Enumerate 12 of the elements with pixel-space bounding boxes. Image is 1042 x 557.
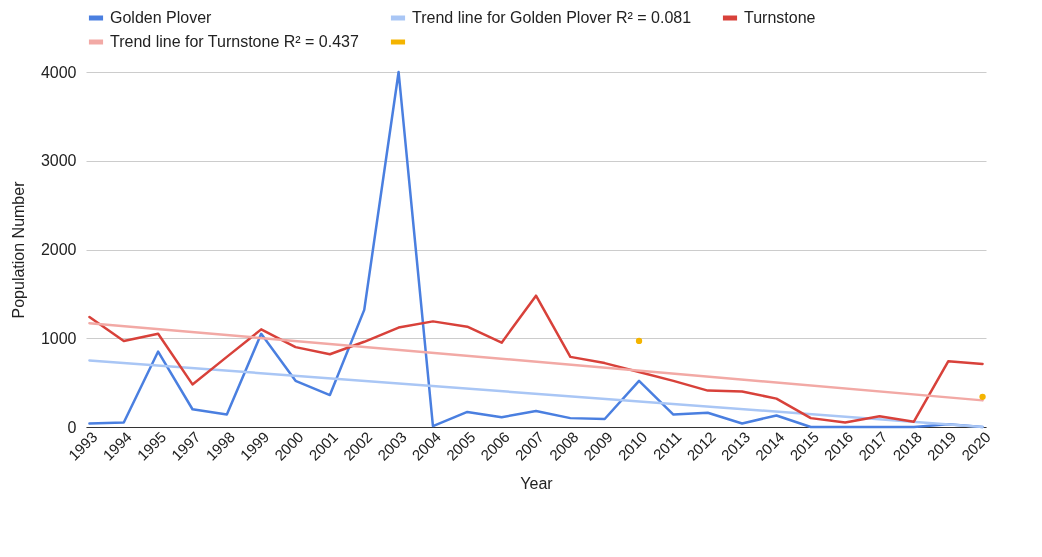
y-tick-label: 3000 bbox=[40, 152, 77, 170]
y-tick-label: 2000 bbox=[40, 241, 77, 258]
legend-label: Golden Plover bbox=[110, 9, 213, 26]
line-series bbox=[88, 294, 984, 424]
legend-label: Turnstone bbox=[744, 9, 816, 26]
y-axis-title: Population Number bbox=[9, 180, 27, 319]
legend-label: Trend line for Golden Plover R² = 0.081 bbox=[412, 9, 692, 26]
y-tick-label: 0 bbox=[67, 418, 77, 436]
y-tick-label: 4000 bbox=[40, 63, 77, 81]
y-tick-label: 1000 bbox=[40, 329, 77, 347]
x-axis-title: Year bbox=[520, 474, 554, 492]
legend-label: Trend line for Turnstone R² = 0.437 bbox=[110, 33, 359, 50]
